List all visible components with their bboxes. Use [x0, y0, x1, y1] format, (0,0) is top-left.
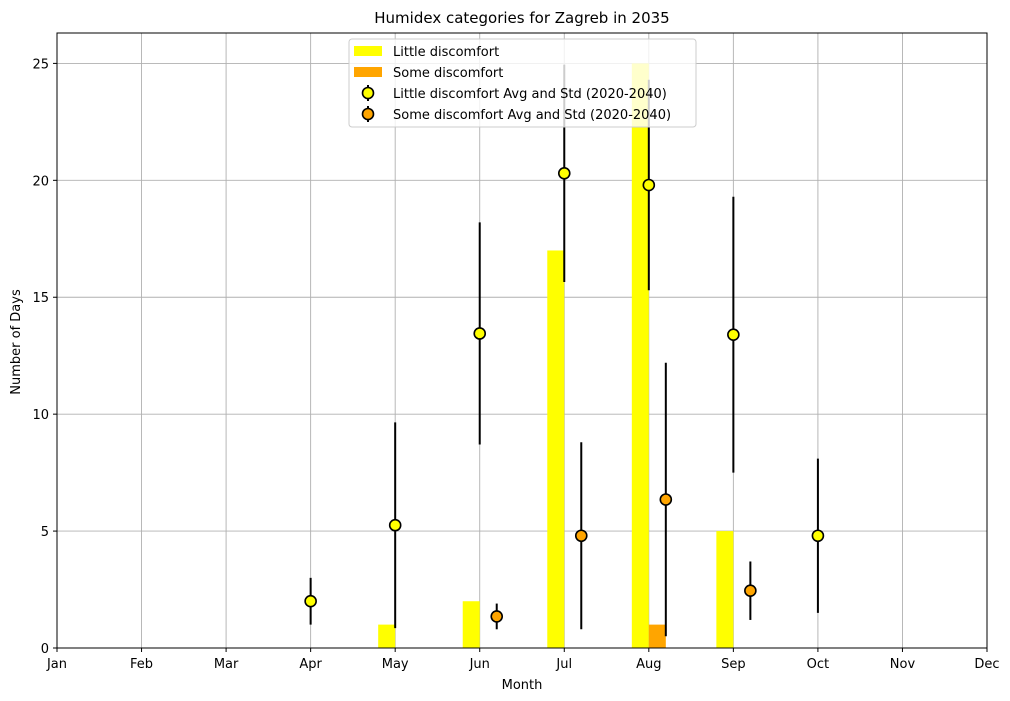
legend-label: Little discomfort Avg and Std (2020-2040…	[393, 87, 667, 102]
bar-little-discomfort	[547, 250, 565, 648]
avg-point-little	[811, 529, 825, 543]
y-tick-label: 10	[32, 408, 49, 423]
x-tick-label: Jun	[469, 657, 490, 672]
y-tick-label: 15	[32, 291, 49, 306]
y-tick-label: 25	[32, 57, 49, 72]
y-tick-label: 20	[32, 174, 49, 189]
y-axis-label: Number of Days	[9, 289, 24, 395]
bar-little-discomfort	[716, 531, 734, 648]
legend-label: Some discomfort	[393, 66, 503, 81]
avg-point-some	[744, 584, 757, 598]
legend-marker	[361, 107, 375, 121]
legend-marker	[361, 86, 375, 100]
bar-little-discomfort	[378, 624, 396, 648]
legend-swatch	[354, 67, 382, 77]
y-tick-label: 5	[41, 525, 49, 540]
bars	[378, 63, 734, 649]
x-tick-label: Nov	[890, 657, 916, 672]
avg-point-little	[557, 167, 571, 180]
x-tick-label: Jul	[555, 657, 572, 672]
x-tick-label: May	[382, 657, 409, 672]
x-tick-label: Apr	[299, 657, 322, 672]
legend-swatch	[354, 46, 382, 56]
x-tick-label: Dec	[974, 657, 999, 672]
bar-little-discomfort	[631, 63, 649, 649]
legend-label: Little discomfort	[393, 45, 499, 60]
bar-little-discomfort	[462, 601, 480, 648]
x-tick-label: Aug	[636, 657, 661, 672]
avg-point-some	[490, 610, 504, 623]
chart-title: Humidex categories for Zagreb in 2035	[374, 9, 669, 27]
avg-point-some	[574, 529, 588, 543]
avg-point-little	[388, 518, 402, 532]
legend-box	[348, 38, 697, 128]
avg-point-little	[304, 594, 317, 608]
x-tick-label: Mar	[214, 657, 239, 672]
x-axis-label: Month	[502, 678, 543, 693]
legend-label: Some discomfort Avg and Std (2020-2040)	[393, 108, 671, 123]
legend: Little discomfort Some discomfort Little d…	[348, 38, 697, 128]
x-tick-label: Sep	[721, 657, 746, 672]
avg-point-some	[659, 493, 673, 506]
plot-frame	[56, 32, 988, 649]
avg-point-little	[727, 328, 740, 341]
x-tick-label: Jan	[46, 657, 67, 672]
bar-some-discomfort	[648, 624, 666, 648]
y-tick-label: 0	[41, 642, 49, 657]
avg-point-little	[642, 178, 656, 192]
x-tick-label: Feb	[130, 657, 153, 672]
x-tick-label: Oct	[807, 657, 829, 672]
avg-point-little	[473, 327, 487, 340]
axes: Jan Feb Mar Apr May Jun Jul Aug Sep Oct Nov Dec 0 5 10…	[32, 32, 1000, 672]
